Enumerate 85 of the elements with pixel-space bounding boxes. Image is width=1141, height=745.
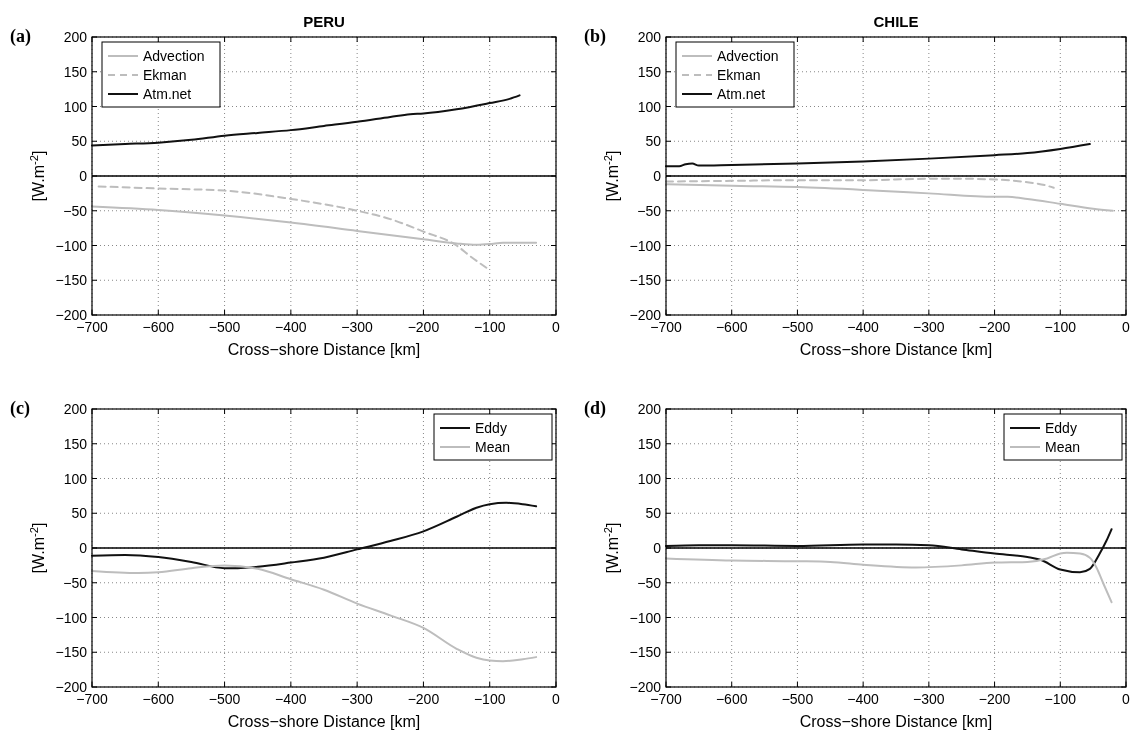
x-tick-label: −500	[781, 691, 814, 707]
text: (a)	[10, 26, 31, 47]
x-tick-label: −200	[978, 691, 1011, 707]
y-tick-label: 100	[637, 470, 662, 487]
y-tick-label: 0	[653, 540, 662, 556]
x-tick-label: 0	[1122, 691, 1131, 707]
y-tick-label: 100	[63, 470, 88, 487]
y-tick-label: 50	[645, 505, 662, 522]
x-tick-label: −200	[407, 319, 440, 335]
y-tick-label: 50	[645, 133, 662, 150]
y-tick-label: −50	[637, 202, 662, 219]
x-tick-label: −500	[781, 319, 814, 335]
x-tick-label: −300	[341, 691, 374, 707]
x-tick-label: −600	[142, 691, 175, 707]
x-tick-label: −400	[275, 319, 307, 335]
legend-label: Mean	[1045, 439, 1081, 455]
y-tick-label: 0	[653, 168, 662, 184]
y-tick-label: −50	[637, 574, 662, 591]
line-series	[91, 501, 538, 570]
x-tick-label: −100	[473, 691, 506, 707]
x-tick-label: −100	[1044, 691, 1077, 707]
text: (c)	[10, 398, 30, 419]
legend-label: Ekman	[143, 67, 187, 83]
y-tick-label: −150	[629, 644, 662, 661]
x-axis-title: Cross−shore Distance [km]	[799, 713, 993, 730]
y-tick-label: −150	[55, 644, 88, 661]
y-tick-label: −150	[629, 272, 662, 289]
y-tick-label: −100	[55, 609, 88, 626]
x-tick-label: −600	[715, 319, 748, 335]
line-series	[665, 143, 1091, 168]
y-tick-label: 100	[63, 98, 88, 115]
y-tick-label: −150	[55, 272, 88, 289]
y-tick-label: 200	[637, 401, 662, 417]
y-tick-label: 200	[63, 401, 88, 417]
chart-title: PERU	[303, 13, 345, 30]
y-tick-label: 50	[71, 505, 88, 522]
text: (d)	[584, 398, 606, 419]
chart-title: CHILE	[873, 13, 919, 30]
y-tick-label: −100	[629, 237, 662, 254]
y-tick-label: 100	[637, 98, 662, 115]
legend-label: Atm.net	[717, 86, 766, 102]
legend-label: Atm.net	[143, 86, 192, 102]
y-tick-label: 150	[637, 63, 662, 80]
legend-label: Eddy	[1045, 420, 1077, 436]
line-series	[665, 528, 1113, 574]
y-tick-label: 0	[79, 540, 88, 556]
y-tick-label: −50	[63, 574, 88, 591]
x-tick-label: 0	[552, 319, 561, 335]
y-tick-label: 150	[637, 435, 662, 452]
x-tick-label: −400	[847, 691, 880, 707]
y-tick-label: 150	[63, 63, 88, 80]
x-tick-label: −300	[913, 691, 945, 707]
line-series	[91, 564, 538, 663]
x-axis-title: Cross−shore Distance [km]	[227, 713, 421, 730]
x-tick-label: −400	[275, 691, 307, 707]
y-tick-label: 50	[71, 133, 88, 150]
legend-label: Eddy	[475, 420, 507, 436]
legend-label: Mean	[475, 439, 511, 455]
y-tick-label: 200	[637, 29, 662, 45]
y-tick-label: 0	[79, 168, 88, 184]
x-axis-title: Cross−shore Distance [km]	[227, 341, 421, 358]
x-tick-label: −600	[142, 319, 175, 335]
y-tick-label: −100	[629, 609, 662, 626]
x-axis-title: Cross−shore Distance [km]	[799, 341, 993, 358]
x-tick-label: −100	[1044, 319, 1077, 335]
x-tick-label: 0	[1122, 319, 1131, 335]
y-tick-label: −100	[55, 237, 88, 254]
x-tick-label: −500	[208, 691, 241, 707]
x-tick-label: −100	[473, 319, 506, 335]
y-tick-label: 200	[63, 29, 88, 45]
x-tick-label: −200	[407, 691, 440, 707]
text: (b)	[584, 26, 606, 47]
x-tick-label: −200	[978, 319, 1011, 335]
y-tick-label: 150	[63, 435, 88, 452]
x-tick-label: 0	[552, 691, 561, 707]
x-tick-label: −500	[208, 319, 241, 335]
x-tick-label: −300	[341, 319, 374, 335]
y-tick-label: −50	[63, 202, 88, 219]
line-series	[665, 551, 1113, 604]
legend-label: Advection	[717, 48, 779, 64]
x-tick-label: −300	[913, 319, 945, 335]
x-tick-label: −400	[847, 319, 880, 335]
x-tick-label: −600	[715, 691, 748, 707]
legend-label: Ekman	[717, 67, 761, 83]
legend-label: Advection	[143, 48, 205, 64]
